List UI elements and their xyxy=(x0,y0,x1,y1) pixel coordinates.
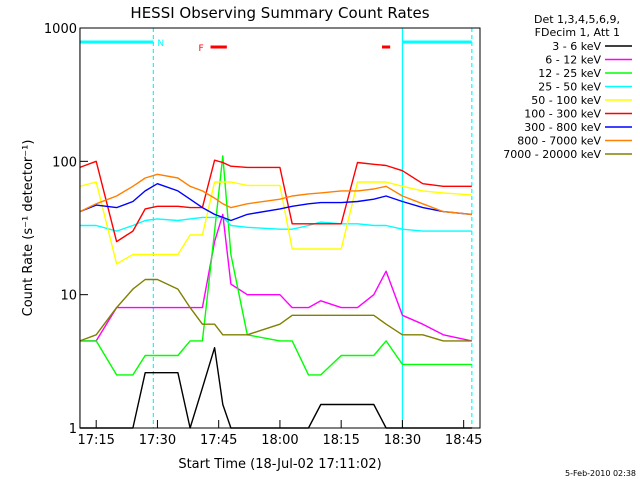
series-line-4 xyxy=(79,181,472,265)
vertical-lines xyxy=(79,28,473,428)
x-tick-label-1: 17:30 xyxy=(139,433,176,448)
x-tick-label-6: 18:45 xyxy=(445,433,482,448)
x-axis-ticks: 17:15 17:30 17:45 18:00 18:15 18:30 18:45 xyxy=(77,420,482,448)
legend-header-line-1: Det 1,3,4,5,6,9, xyxy=(534,13,620,26)
y-tick-label-2: 100 xyxy=(52,155,77,170)
y-axis-ticks: 1 10 100 1000 xyxy=(44,22,88,437)
legend-label-2: 12 - 25 keV xyxy=(538,67,601,80)
x-tick-label-4: 18:15 xyxy=(322,433,359,448)
legend-label-0: 3 - 6 keV xyxy=(552,40,601,53)
legend-label-7: 800 - 7000 keV xyxy=(517,135,601,148)
y-tick-label-0: 1 xyxy=(69,422,77,437)
series-line-8 xyxy=(79,278,472,342)
legend-label-5: 100 - 300 keV xyxy=(524,108,601,121)
y-tick-label-3: 1000 xyxy=(44,22,77,37)
y-axis-label: Count Rate (s⁻¹ detector⁻¹) xyxy=(21,140,36,317)
series-layer xyxy=(79,155,472,429)
footer-date: 5-Feb-2010 02:38 xyxy=(565,469,636,478)
x-tick-label-0: 17:15 xyxy=(77,433,114,448)
flag-N-label: N xyxy=(157,39,164,49)
plot-frame xyxy=(79,27,481,429)
legend-label-6: 300 - 800 keV xyxy=(524,121,601,134)
x-tick-label-5: 18:30 xyxy=(384,433,421,448)
y-tick-label-1: 10 xyxy=(60,289,77,304)
x-tick-label-2: 17:45 xyxy=(200,433,237,448)
legend-label-3: 25 - 50 keV xyxy=(538,81,601,94)
series-line-1 xyxy=(79,213,472,342)
legend-label-4: 50 - 100 keV xyxy=(531,94,601,107)
chart-title: HESSI Observing Summary Count Rates xyxy=(130,4,429,22)
series-line-6 xyxy=(79,182,472,222)
legend-label-8: 7000 - 20000 keV xyxy=(503,148,601,161)
x-axis-label: Start Time (18-Jul-02 17:11:02) xyxy=(178,457,381,472)
flag-F-label: F xyxy=(199,44,204,54)
legend-label-1: 6 - 12 keV xyxy=(545,54,601,67)
legend-header-line-2: FDecim 1, Att 1 xyxy=(535,26,620,39)
series-line-3 xyxy=(79,216,472,232)
series-line-0 xyxy=(79,347,472,429)
series-line-7 xyxy=(79,173,472,216)
x-tick-label-3: 18:00 xyxy=(261,433,298,448)
series-line-5 xyxy=(79,159,472,243)
